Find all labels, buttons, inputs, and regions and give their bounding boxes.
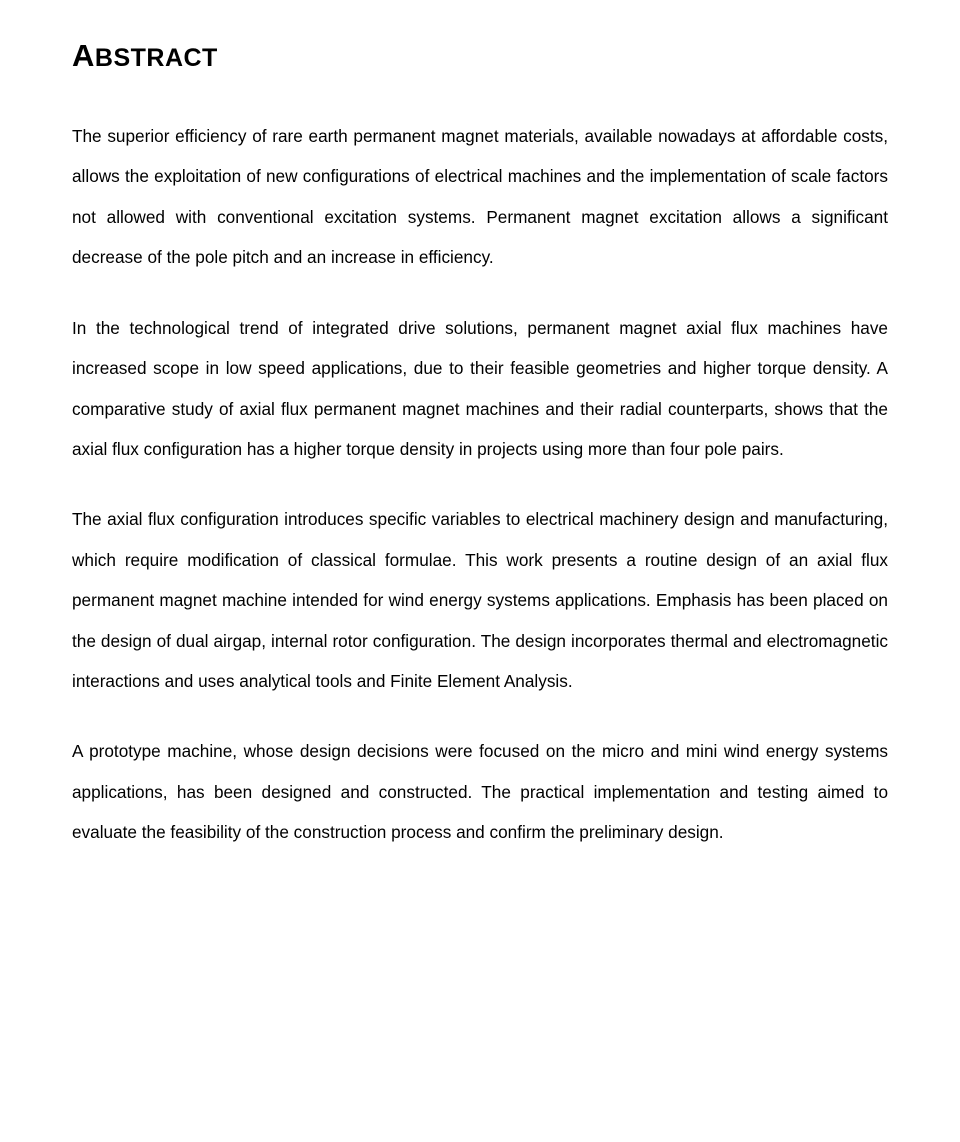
title-first-letter: A	[72, 38, 95, 73]
abstract-paragraph: In the technological trend of integrated…	[72, 308, 888, 470]
abstract-paragraph: The axial flux configuration introduces …	[72, 499, 888, 701]
abstract-paragraph: A prototype machine, whose design decisi…	[72, 731, 888, 852]
abstract-title: ABSTRACT	[72, 38, 888, 74]
abstract-paragraph: The superior efficiency of rare earth pe…	[72, 116, 888, 278]
title-rest: BSTRACT	[95, 44, 218, 72]
